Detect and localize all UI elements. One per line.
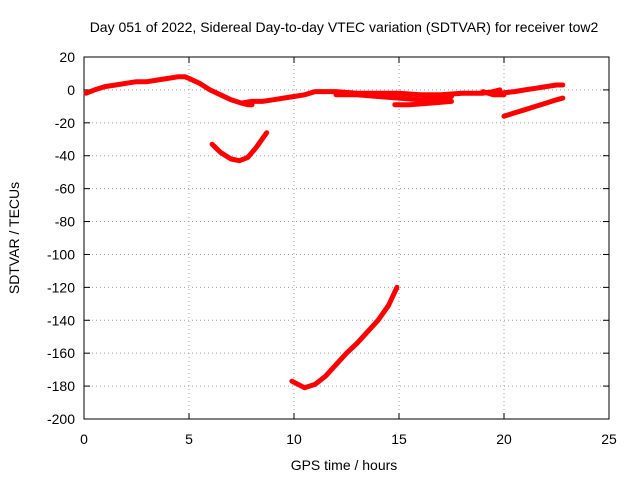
series-arc-3 [333,92,454,103]
y-tick-label: -80 [55,214,75,230]
data-series [83,74,566,391]
y-tick-label: -120 [47,279,75,295]
axis-ticks [83,56,610,420]
y-tick-label: -60 [55,181,75,197]
y-tick-label: -200 [47,411,75,427]
series-arc-7 [501,95,566,119]
x-axis-label: GPS time / hours [291,457,398,473]
series-arc-4 [392,98,454,108]
y-tick-label: 0 [67,82,75,98]
y-tick-label: -100 [47,246,75,262]
x-tick-label: 5 [185,431,193,447]
y-tick-labels: 20 0 -20 -40 -60 -80 -100 -120 -140 -160 -180 -200 [47,49,75,427]
y-tick-label: -20 [55,115,75,131]
x-tick-label: 10 [286,431,302,447]
x-tick-labels: 0 5 10 15 20 25 [80,431,617,447]
plot-frame [83,56,610,420]
x-tick-label: 15 [391,431,407,447]
series-arc-6 [497,82,566,96]
grid-lines [83,56,610,420]
y-tick-label: -140 [47,312,75,328]
y-tick-label: -40 [55,148,75,164]
x-tick-label: 0 [80,431,88,447]
series-arc-1 [83,74,255,108]
chart-title: Day 051 of 2022, Sidereal Day-to-day VTE… [90,19,599,35]
x-tick-label: 25 [601,431,617,447]
y-tick-label: 20 [59,49,75,65]
series-arc-9 [289,284,400,391]
y-axis-label: SDTVAR / TECUs [6,182,22,294]
y-tick-label: -180 [47,378,75,394]
y-tick-label: -160 [47,345,75,361]
x-tick-label: 20 [496,431,512,447]
series-arc-8 [209,130,270,164]
